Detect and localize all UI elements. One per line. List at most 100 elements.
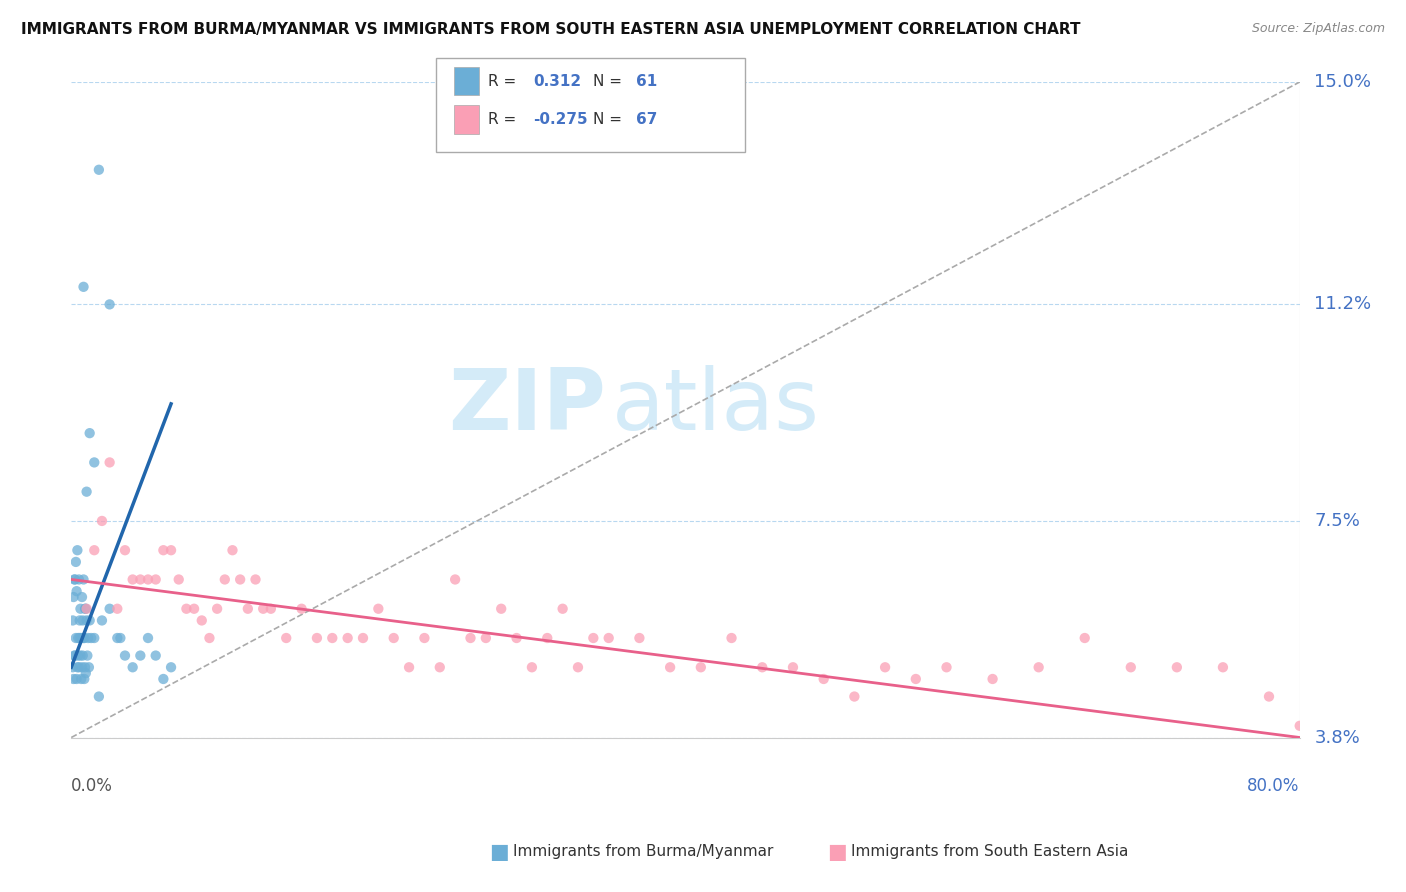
Point [382, 631, 405, 645]
Point [598, 631, 620, 645]
Point [65, 672, 87, 686]
Point [62, 672, 84, 686]
Point [66, 660, 89, 674]
Point [520, 660, 543, 674]
Point [221, 543, 243, 558]
Point [214, 573, 236, 587]
Point [70, 672, 93, 686]
Point [75, 666, 97, 681]
Point [460, 631, 482, 645]
Point [935, 660, 957, 674]
Point [489, 601, 512, 615]
Point [91, 614, 114, 628]
Point [183, 601, 205, 615]
Point [114, 648, 136, 663]
Point [65, 555, 87, 569]
Point [321, 631, 343, 645]
Text: ■: ■ [489, 842, 509, 862]
Text: 3.8%: 3.8% [1315, 729, 1360, 747]
Point [76, 601, 98, 615]
Point [336, 631, 359, 645]
Point [782, 660, 804, 674]
Point [80, 631, 103, 645]
Point [429, 660, 451, 674]
Point [1119, 660, 1142, 674]
Point [98, 455, 121, 469]
Text: Immigrants from South Eastern Asia: Immigrants from South Eastern Asia [851, 845, 1128, 859]
Point [66, 543, 89, 558]
Point [83, 631, 105, 645]
Point [813, 672, 835, 686]
Text: 15.0%: 15.0% [1315, 73, 1371, 91]
Point [152, 672, 174, 686]
Point [290, 601, 312, 615]
Point [72, 631, 94, 645]
Point [145, 648, 167, 663]
Point [73, 672, 96, 686]
Point [198, 631, 221, 645]
Point [114, 543, 136, 558]
Point [91, 514, 114, 528]
Point [75, 601, 97, 615]
Point [367, 601, 389, 615]
Point [352, 631, 374, 645]
Point [1212, 660, 1234, 674]
Point [63, 648, 86, 663]
Point [136, 631, 159, 645]
Text: Immigrants from Burma/Myanmar: Immigrants from Burma/Myanmar [513, 845, 773, 859]
Point [276, 631, 298, 645]
Text: 80.0%: 80.0% [1247, 777, 1299, 795]
Point [1012, 806, 1035, 821]
Point [77, 660, 100, 674]
Text: atlas: atlas [612, 365, 820, 448]
Point [105, 601, 128, 615]
Point [176, 601, 198, 615]
Point [62, 614, 84, 628]
Point [205, 601, 228, 615]
Point [398, 660, 420, 674]
Text: 11.2%: 11.2% [1315, 295, 1372, 313]
Point [62, 590, 84, 604]
Point [129, 573, 152, 587]
Point [1028, 660, 1050, 674]
Point [69, 648, 91, 663]
Point [444, 573, 467, 587]
Point [76, 614, 98, 628]
Point [87, 690, 110, 704]
Point [252, 601, 274, 615]
Point [63, 648, 86, 663]
Point [551, 601, 574, 615]
Point [121, 660, 143, 674]
Point [62, 660, 84, 674]
Point [77, 631, 100, 645]
Point [76, 484, 98, 499]
Point [72, 648, 94, 663]
Text: R =: R = [488, 74, 516, 88]
Point [536, 631, 558, 645]
Text: ■: ■ [827, 842, 846, 862]
Point [582, 631, 605, 645]
Point [413, 631, 436, 645]
Point [260, 601, 283, 615]
Point [236, 601, 259, 615]
Point [70, 660, 93, 674]
Point [87, 162, 110, 177]
Point [65, 631, 87, 645]
Point [751, 660, 773, 674]
Point [67, 648, 90, 663]
Point [720, 631, 742, 645]
Point [689, 660, 711, 674]
Point [72, 573, 94, 587]
Point [875, 660, 897, 674]
Point [105, 631, 128, 645]
Point [121, 573, 143, 587]
Point [63, 573, 86, 587]
Point [72, 614, 94, 628]
Text: R =: R = [488, 112, 516, 127]
Point [136, 573, 159, 587]
Point [63, 573, 86, 587]
Point [152, 543, 174, 558]
Text: 0.312: 0.312 [533, 74, 581, 88]
Point [70, 590, 93, 604]
Point [245, 573, 267, 587]
